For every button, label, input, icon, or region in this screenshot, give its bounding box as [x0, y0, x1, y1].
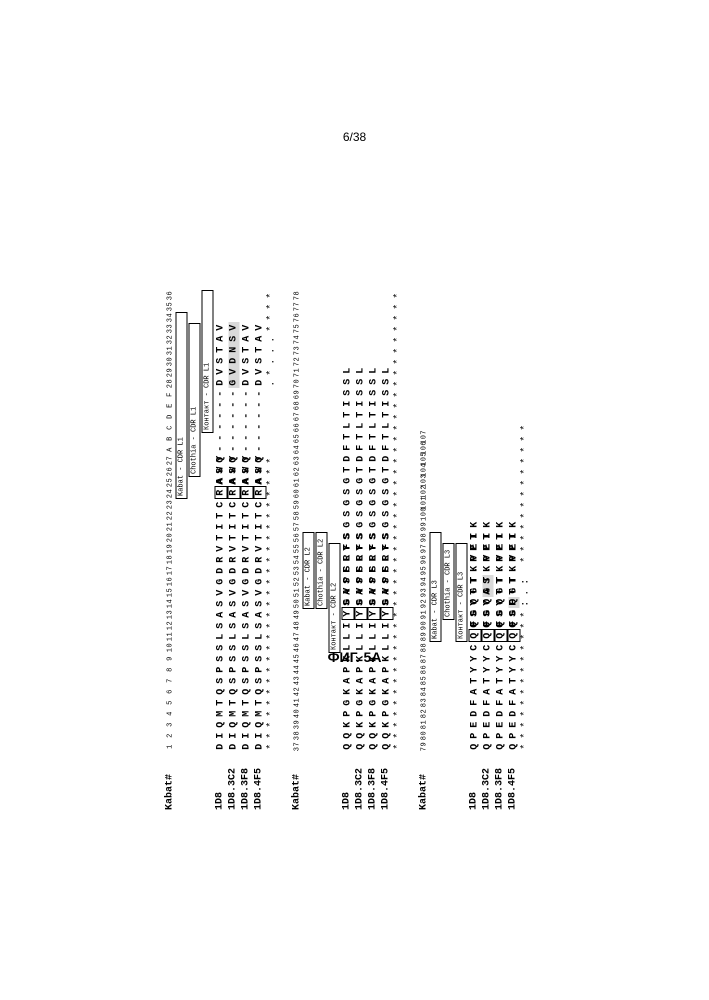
alignment-content: Kabat#1234567891011121314151617181920212…	[164, 290, 545, 810]
page-number: 6/38	[0, 130, 709, 144]
